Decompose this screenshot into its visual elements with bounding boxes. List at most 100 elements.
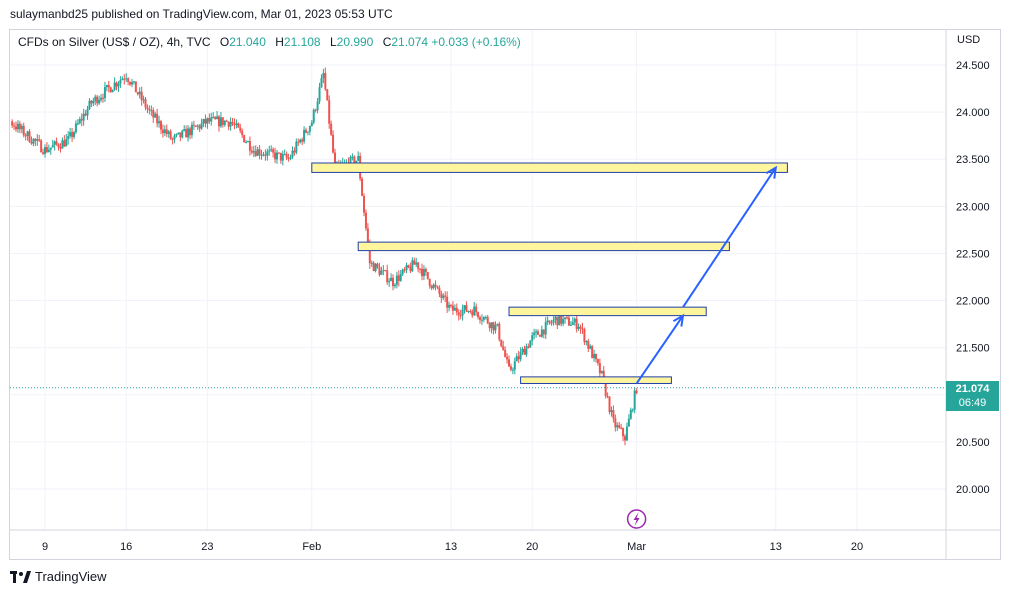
candle-body (542, 329, 545, 335)
candle-body (245, 142, 248, 144)
candle-body (227, 121, 230, 127)
high-value: 21.108 (283, 35, 321, 49)
candle-body (146, 107, 149, 110)
candle-body (306, 131, 309, 133)
candle-body (276, 152, 278, 160)
currency-label[interactable]: USD (957, 34, 981, 46)
candle-body (107, 84, 110, 88)
candle-body (202, 119, 205, 124)
candle-body (161, 129, 164, 134)
candle-body (84, 113, 87, 116)
projection-arrow (635, 165, 778, 385)
candle-body (386, 270, 389, 283)
candle-body (194, 125, 197, 127)
candle-body (465, 305, 468, 312)
candle-body (214, 116, 217, 120)
candle-body (444, 295, 447, 297)
candle-body (399, 274, 402, 281)
candle-body (247, 141, 249, 143)
open-value: 21.040 (229, 35, 266, 49)
candle-body (44, 147, 46, 154)
candle-body (558, 314, 561, 326)
candle-body (160, 121, 162, 130)
candle-body (73, 132, 75, 137)
candle-body (270, 149, 273, 151)
last-price-tag: 21.074 06:49 (946, 380, 999, 411)
candle-body (144, 99, 147, 108)
candle-body (18, 123, 21, 130)
candle-body (283, 154, 286, 156)
candle-body (498, 323, 501, 340)
candle-body (484, 317, 487, 319)
support-resistance-zone[interactable] (357, 241, 730, 252)
candle-body (366, 228, 369, 245)
candle-body (272, 149, 275, 153)
candle-body (63, 140, 66, 147)
candle-body (181, 130, 184, 138)
candle-body (218, 116, 220, 127)
candle-body (20, 125, 23, 130)
candle-body (411, 260, 414, 272)
candle-body (171, 138, 174, 140)
candle-body (596, 359, 599, 364)
candle-body (287, 157, 290, 159)
time-tick-label: Mar (627, 541, 646, 553)
candle-body (515, 356, 518, 362)
candle-body (210, 117, 213, 122)
support-resistance-zone[interactable] (520, 376, 672, 384)
candle-body (260, 154, 263, 156)
candle-body (235, 123, 238, 125)
candle-body (299, 139, 302, 143)
candle-body (395, 275, 398, 285)
projection-arrow-line[interactable] (682, 167, 777, 308)
candle-body (593, 353, 596, 359)
candle-body (28, 131, 31, 143)
candle-body (57, 144, 60, 148)
candle-body (538, 334, 541, 337)
candle-body (293, 150, 296, 153)
candle-body (22, 125, 25, 136)
candle-body (129, 81, 132, 85)
price-tick-label: 23.000 (956, 201, 990, 213)
candle-body (612, 410, 615, 419)
price-tick-label: 22.500 (956, 248, 990, 260)
candle-body (424, 268, 427, 273)
candle-body (98, 99, 101, 104)
candle-body (88, 100, 91, 109)
candle-body (231, 121, 234, 124)
candle-body (53, 141, 56, 146)
projection-arrow-line[interactable] (635, 315, 684, 385)
candle-body (15, 126, 17, 130)
candle-body (382, 270, 385, 272)
candle-body (301, 139, 304, 142)
candle-body (334, 152, 336, 166)
candle-body (573, 318, 576, 323)
candle-body (479, 317, 481, 320)
candle-body (121, 78, 124, 81)
price-tick-label: 24.000 (956, 107, 990, 119)
candle-body (600, 370, 603, 374)
candle-body (208, 118, 211, 122)
candle-body (206, 118, 209, 124)
candle-body (475, 306, 478, 313)
candle-body (239, 127, 242, 131)
candle-body (322, 73, 325, 79)
candle-body (92, 100, 95, 104)
support-resistance-zone[interactable] (508, 306, 707, 317)
candle-body (82, 113, 85, 121)
candle-body (566, 317, 568, 319)
event-bolt-glyph (633, 512, 640, 526)
candle-body (457, 312, 460, 316)
candle-body (388, 281, 391, 283)
footer-brand[interactable]: TradingView (10, 569, 107, 584)
candle-body (436, 286, 439, 288)
support-resistance-zone[interactable] (311, 162, 788, 173)
open-label: O (219, 35, 230, 49)
candle-body (291, 150, 294, 158)
candle-body (316, 101, 319, 111)
candle-body (11, 121, 14, 126)
candle-body (500, 339, 503, 347)
price-tick-label: 21.500 (956, 343, 990, 355)
projection-arrow-head (765, 165, 778, 179)
